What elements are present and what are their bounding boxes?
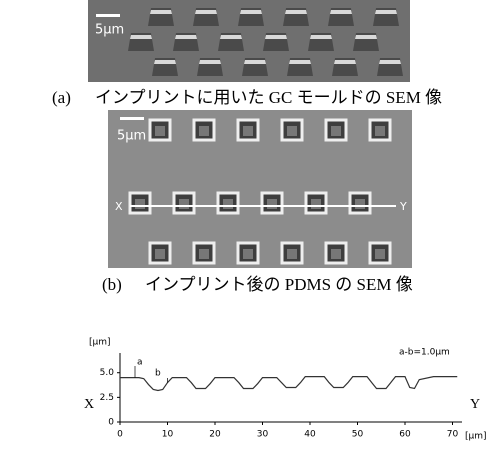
scale-label: 5μm	[95, 23, 124, 38]
hole-inner	[155, 126, 165, 136]
caption-label: (b)	[102, 275, 122, 294]
pillar-top	[289, 60, 311, 64]
pillar-top	[150, 10, 172, 14]
pillar-top	[154, 60, 176, 64]
x-tick-label: 30	[257, 430, 269, 440]
caption-text: インプリント後の PDMS の SEM 像	[145, 275, 413, 294]
profile	[120, 377, 457, 391]
hole-inner	[199, 249, 209, 259]
line-start: X	[115, 200, 123, 213]
x-tick-label: 10	[162, 430, 174, 440]
hole-inner	[223, 199, 233, 209]
y-tick-label: 2.5	[100, 393, 114, 403]
pillar-top	[265, 35, 287, 39]
hole-inner	[267, 199, 277, 209]
hole-inner	[135, 199, 145, 209]
pillar-top	[285, 10, 307, 14]
scale-bar	[96, 14, 120, 17]
y-unit: [μm]	[89, 338, 111, 348]
y-tick-label: 5.0	[100, 368, 115, 378]
scale-bar	[120, 117, 144, 120]
pillar-top	[334, 60, 356, 64]
hole-inner	[155, 249, 165, 259]
hole-inner	[243, 249, 253, 259]
right-label: Y	[470, 397, 480, 412]
caption-label: (a)	[52, 88, 71, 107]
x-tick-label: 70	[447, 430, 459, 440]
pillar-top	[195, 10, 217, 14]
caption-text: インプリントに用いた GC モールドの SEM 像	[95, 88, 442, 107]
pillar-top	[355, 35, 377, 39]
pillar-top	[330, 10, 352, 14]
hole-inner	[287, 126, 297, 136]
pillar-top	[199, 60, 221, 64]
hole-inner	[355, 199, 365, 209]
hole-inner	[331, 249, 341, 259]
annotation: b	[155, 369, 161, 379]
y-tick-label: 0	[108, 418, 114, 428]
annotation: a-b=1.0μm	[399, 348, 450, 358]
hole-inner	[311, 199, 321, 209]
pillar-top	[130, 35, 152, 39]
x-tick-label: 0	[117, 430, 123, 440]
hole-inner	[331, 126, 341, 136]
pillar-top	[310, 35, 332, 39]
x-tick-label: 20	[209, 430, 221, 440]
x-tick-label: 60	[399, 430, 411, 440]
x-tick-label: 40	[304, 430, 316, 440]
hole-inner	[199, 126, 209, 136]
pillar-top	[220, 35, 242, 39]
pillar-top	[240, 10, 262, 14]
hole-inner	[243, 126, 253, 136]
hole-inner	[375, 126, 385, 136]
x-unit: [μm]	[465, 432, 487, 442]
scale-label: 5μm	[117, 129, 146, 144]
x-tick-label: 50	[352, 430, 364, 440]
pillar-top	[379, 60, 401, 64]
line-end: Y	[399, 200, 407, 213]
hole-inner	[179, 199, 189, 209]
figure: 5μm (a) インプリントに用いた GC モールドの SEM 像 5μm X …	[0, 0, 504, 446]
pillar-top	[175, 35, 197, 39]
pillar-top	[375, 10, 397, 14]
pillar-top	[244, 60, 266, 64]
hole-inner	[287, 249, 297, 259]
hole-inner	[375, 249, 385, 259]
annotation: a	[137, 358, 143, 368]
left-label: X	[84, 397, 94, 412]
